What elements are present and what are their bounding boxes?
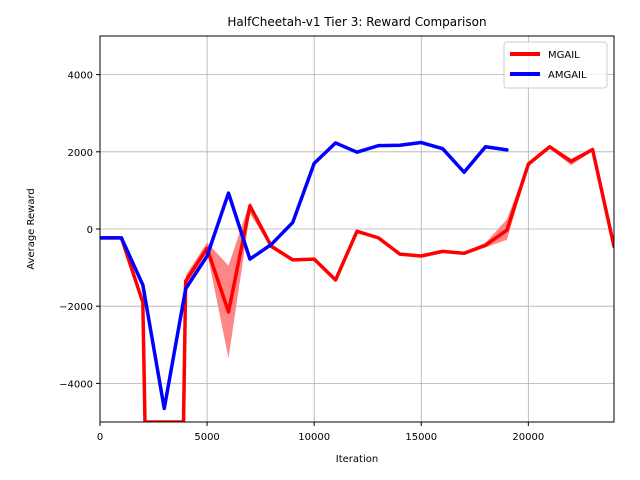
x-axis-ticks: 0 5000 10000 15000 20000: [97, 422, 544, 443]
chart-title: HalfCheetah-v1 Tier 3: Reward Comparison: [227, 15, 486, 29]
legend-label-amgail: AMGAIL: [548, 70, 587, 81]
y-tick-label: 4000: [68, 71, 93, 82]
legend-box: [503, 41, 608, 89]
y-tick-label: −4000: [59, 379, 93, 390]
y-tick-label: −2000: [59, 302, 93, 313]
x-tick-label: 10000: [298, 432, 330, 443]
x-axis-label: Iteration: [336, 454, 378, 465]
y-tick-label: 0: [87, 225, 93, 236]
grid-lines: [99, 36, 614, 422]
legend: MGAIL AMGAIL: [503, 41, 608, 89]
plot-area: [100, 140, 614, 422]
x-tick-label: 15000: [405, 432, 437, 443]
x-tick-label: 0: [97, 432, 103, 443]
x-tick-label: 20000: [512, 432, 544, 443]
x-tick-label: 5000: [194, 432, 219, 443]
y-axis-ticks: −4000 −2000 0 2000 4000: [59, 71, 100, 390]
line-mgail: [100, 145, 614, 422]
confidence-bands: [100, 144, 614, 422]
legend-label-mgail: MGAIL: [548, 50, 580, 61]
line-amgail: [100, 140, 509, 411]
series-lines: [100, 140, 614, 422]
band-mgail: [100, 144, 614, 422]
y-axis-label: Average Reward: [26, 188, 37, 269]
y-tick-label: 2000: [68, 148, 93, 159]
